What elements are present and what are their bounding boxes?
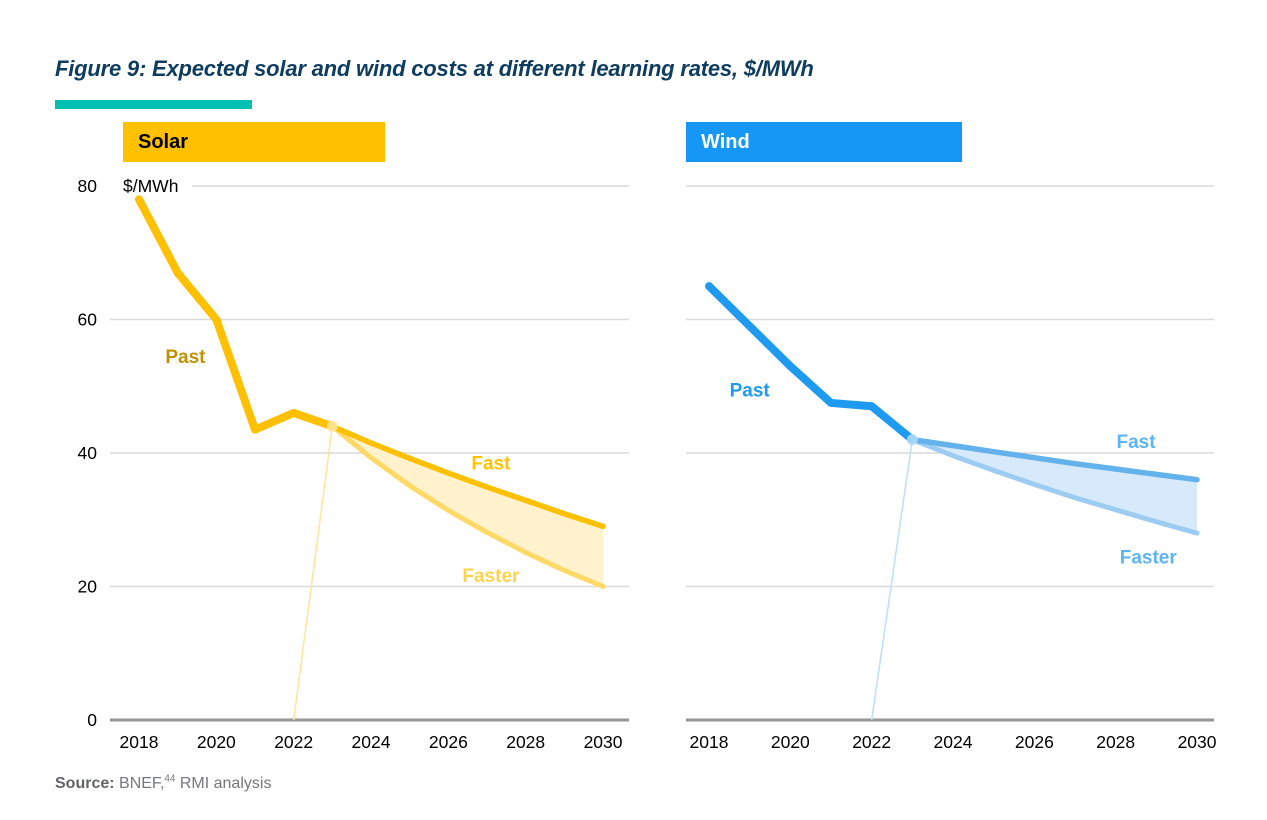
projection-start-leader-line	[292, 426, 334, 721]
source-text-post: RMI analysis	[179, 775, 272, 792]
past-line	[135, 195, 337, 434]
projection-band	[912, 439, 1198, 534]
fast-line	[329, 423, 606, 530]
x-axis-tick-label: 2020	[771, 732, 810, 752]
wind-chart: Past Fast Faster 2018 2020 2022 2024 2026 2028 20…	[686, 185, 1217, 752]
solar-legend-header: Solar	[123, 122, 385, 162]
y-axis-tick-label: 80	[78, 176, 98, 196]
y-axis-tick-label: 0	[87, 710, 97, 730]
y-axis-tick-label: 40	[78, 443, 98, 463]
y-axis-tick-label: 60	[78, 310, 98, 330]
x-axis-tick-label: 2030	[584, 732, 623, 752]
fast-series-label: Fast	[1116, 432, 1156, 453]
faster-series-label: Faster	[462, 566, 520, 587]
past-series-label: Past	[165, 347, 206, 368]
projection-start-leader-line	[870, 439, 914, 721]
x-axis-tick-label: 2028	[1096, 732, 1135, 752]
x-axis-tick-label: 2028	[506, 732, 545, 752]
past-series-label: Past	[730, 381, 771, 402]
x-axis-tick-label: 2018	[120, 732, 159, 752]
split-point-marker	[906, 434, 918, 446]
x-axis-tick-label: 2030	[1178, 732, 1217, 752]
x-axis-tick-label: 2024	[352, 732, 391, 752]
past-line	[705, 282, 917, 444]
figure-title: Figure 9: Expected solar and wind costs …	[55, 56, 814, 81]
x-axis-tick-label: 2026	[1015, 732, 1054, 752]
split-point-marker	[326, 420, 338, 432]
source-label: Source:	[55, 775, 115, 792]
solar-chart: Past Fast Faster 0 20 40 60 80 $/MWh 2018 2020 2022…	[78, 176, 629, 752]
wind-legend-label: Wind	[701, 130, 750, 153]
x-axis-tick-label: 2022	[274, 732, 313, 752]
fast-series-label: Fast	[471, 453, 511, 474]
faster-series-label: Faster	[1120, 547, 1178, 568]
x-axis-tick-label: 2018	[690, 732, 729, 752]
y-axis-unit-label: $/MWh	[123, 176, 178, 196]
source-text: BNEF,44 RMI analysis	[119, 773, 272, 792]
faster-line	[909, 437, 1200, 536]
x-axis-tick-label: 2026	[429, 732, 468, 752]
source-footnote-number: 44	[164, 773, 176, 785]
faster-line	[329, 423, 606, 589]
x-axis-tick-label: 2024	[934, 732, 973, 752]
solar-legend-label: Solar	[138, 130, 189, 153]
source-text-pre: BNEF,	[119, 775, 165, 792]
wind-legend-header: Wind	[686, 122, 962, 162]
y-axis-tick-label: 20	[78, 577, 98, 597]
x-axis-tick-label: 2020	[197, 732, 236, 752]
projection-band	[332, 426, 604, 587]
x-axis-tick-label: 2022	[852, 732, 891, 752]
source-note: Source: BNEF,44 RMI analysis	[55, 773, 272, 793]
title-accent-bar	[55, 100, 252, 109]
fast-line	[909, 436, 1200, 483]
